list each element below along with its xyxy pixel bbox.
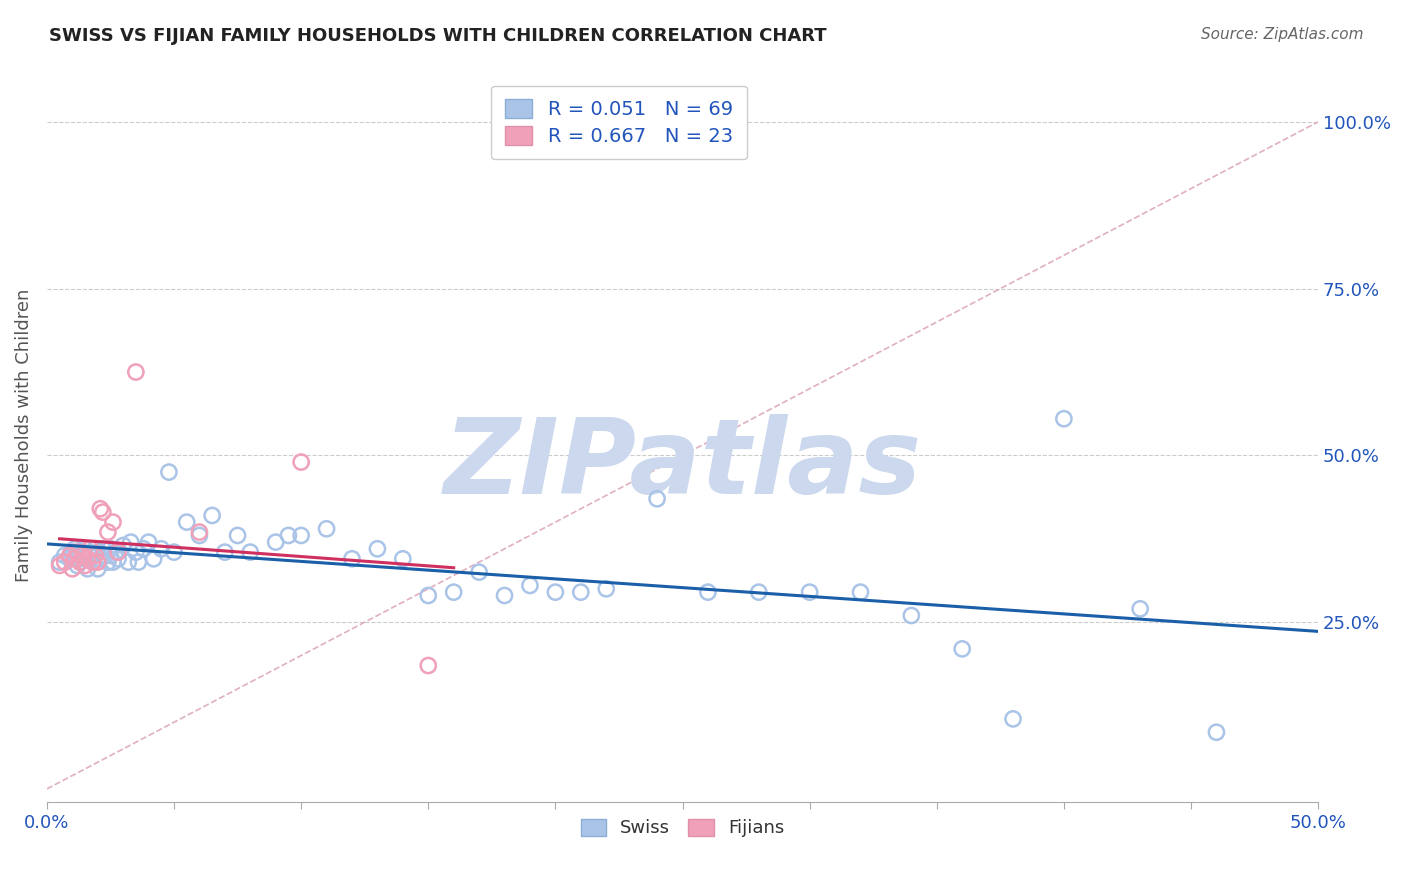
Point [72,545,94,559]
Point [340,551,363,566]
Point [142,551,165,566]
Point [799,585,821,599]
Point [150,541,173,556]
Point [645,491,668,506]
Point [48,555,70,569]
Point [188,525,211,540]
Point [101,515,124,529]
Point [66,549,89,563]
Point [468,565,491,579]
Point [73,558,96,573]
Point [418,658,440,673]
Point [226,528,249,542]
Point [107,551,129,566]
Point [112,538,135,552]
Point [418,589,440,603]
Point [53,549,76,563]
Point [443,585,465,599]
Point [94,549,117,563]
Point [1205,725,1227,739]
Point [87,562,110,576]
Point [138,535,160,549]
Point [66,558,89,573]
Point [127,555,149,569]
Point [494,589,516,603]
Point [60,562,83,576]
Point [544,585,567,599]
Point [59,551,82,566]
Point [87,545,110,559]
Point [366,541,388,556]
Point [76,562,98,576]
Point [53,555,76,569]
Point [392,551,415,566]
Point [82,555,104,569]
Point [59,549,82,563]
Point [66,545,89,559]
Point [277,528,299,542]
Point [519,578,541,592]
Point [120,535,142,549]
Point [214,545,236,559]
Point [104,545,127,559]
Point [63,541,86,556]
Point [290,528,312,542]
Point [97,525,120,540]
Point [697,585,720,599]
Point [595,582,617,596]
Point [91,505,114,519]
Point [125,365,148,379]
Point [100,541,122,556]
Point [900,608,922,623]
Point [76,551,98,566]
Point [84,549,107,563]
Point [315,522,337,536]
Point [48,558,70,573]
Point [79,549,101,563]
Point [73,541,96,556]
Point [100,549,122,563]
Point [117,555,139,569]
Point [125,545,148,559]
Point [73,551,96,566]
Point [1053,411,1076,425]
Point [188,528,211,542]
Point [69,555,91,569]
Point [63,551,86,566]
Text: SWISS VS FIJIAN FAMILY HOUSEHOLDS WITH CHILDREN CORRELATION CHART: SWISS VS FIJIAN FAMILY HOUSEHOLDS WITH C… [49,27,827,45]
Point [157,465,180,479]
Text: ZIPatlas: ZIPatlas [443,414,921,516]
Point [60,545,83,559]
Point [69,555,91,569]
Text: Source: ZipAtlas.com: Source: ZipAtlas.com [1201,27,1364,42]
Point [72,549,94,563]
Point [87,555,110,569]
Point [107,545,129,559]
Point [84,541,107,556]
Point [290,455,312,469]
Legend: Swiss, Fijians: Swiss, Fijians [574,812,792,845]
Point [1002,712,1025,726]
Point [82,555,104,569]
Point [849,585,872,599]
Point [97,555,120,569]
Point [91,541,114,556]
Y-axis label: Family Households with Children: Family Households with Children [15,289,32,582]
Point [1129,602,1152,616]
Point [201,508,224,523]
Point [89,551,111,566]
Point [748,585,770,599]
Point [101,555,124,569]
Point [79,541,101,556]
Point [569,585,592,599]
Point [950,641,973,656]
Point [176,515,198,529]
Point [132,541,155,556]
Point [163,545,186,559]
Point [89,501,111,516]
Point [239,545,262,559]
Point [264,535,287,549]
